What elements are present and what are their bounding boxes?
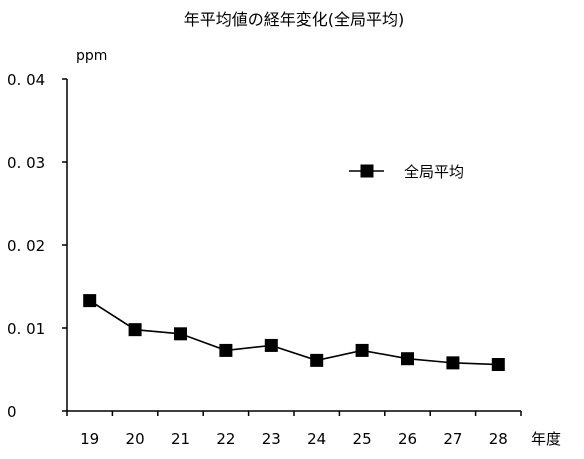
- data-point-marker: [355, 343, 369, 357]
- legend-label: 全局平均: [404, 163, 464, 181]
- data-point-marker: [491, 358, 505, 372]
- x-tick-label: 20: [126, 430, 145, 448]
- y-tick-label: 0. 01: [7, 320, 45, 338]
- y-axis-unit-label: ppm: [76, 48, 107, 64]
- x-tick-label: 23: [262, 430, 281, 448]
- x-tick-label: 28: [489, 430, 508, 448]
- y-tick-label: 0. 02: [7, 237, 45, 255]
- x-tick-label: 19: [80, 430, 99, 448]
- data-point-marker: [174, 327, 187, 341]
- data-point-marker: [401, 352, 414, 366]
- plot-area: [83, 294, 505, 372]
- y-tick-label: 0: [7, 403, 17, 421]
- x-tick-label: 24: [307, 430, 326, 448]
- data-point-marker: [83, 294, 97, 308]
- data-point-marker: [446, 356, 460, 370]
- series-line: [89, 299, 499, 366]
- x-tick-label: 25: [353, 430, 372, 448]
- x-axis-unit-label: 年度: [531, 430, 561, 448]
- y-tick-label: 0. 04: [7, 71, 45, 89]
- legend-marker: [360, 164, 374, 178]
- data-point-marker: [264, 338, 278, 352]
- x-tick-label: 21: [171, 430, 190, 448]
- chart-title: 年平均値の経年変化(全局平均): [184, 10, 405, 29]
- x-tick-label: 26: [398, 430, 417, 448]
- data-point-marker: [219, 343, 233, 357]
- axes: 0 0. 01 0. 02 0. 03 0. 04 19 20 21 22 23 24 25 26 27 2…: [7, 71, 522, 448]
- legend: 全局平均: [349, 163, 464, 181]
- y-tick-label: 0. 03: [7, 154, 45, 172]
- x-tick-label: 22: [216, 430, 235, 448]
- data-point-marker: [310, 353, 324, 367]
- data-point-marker: [128, 323, 142, 337]
- x-tick-label: 27: [443, 430, 462, 448]
